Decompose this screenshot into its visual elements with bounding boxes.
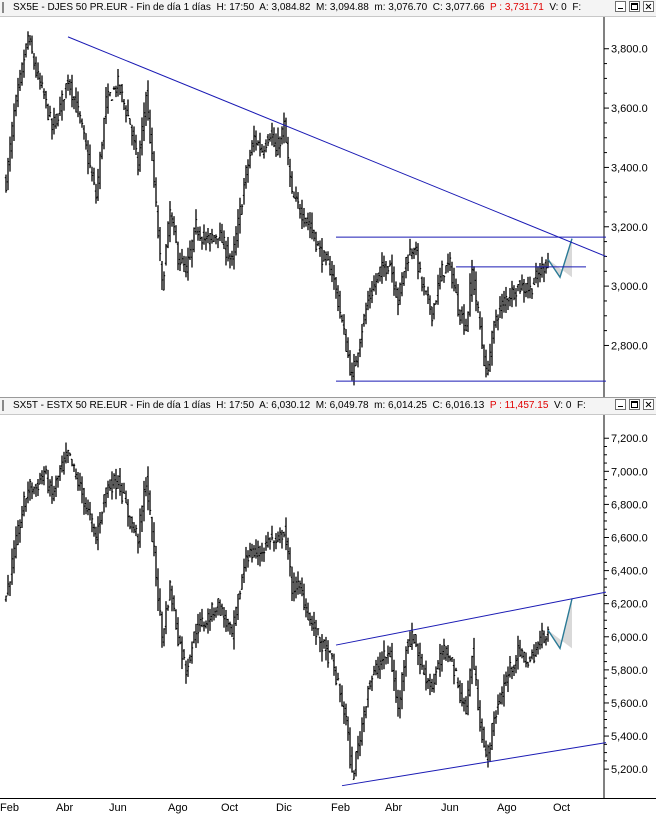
header-text: SX5T - ESTX 50 RE.EUR - Fin de día 1 día… — [13, 400, 586, 411]
panel-header: SX5T - ESTX 50 RE.EUR - Fin de día 1 día… — [0, 398, 656, 415]
trendline-descending — [67, 36, 607, 257]
x-tick-label: Oct — [553, 802, 571, 814]
x-tick-label: Oct — [221, 802, 239, 814]
y-tick-label: 3,400.0 — [611, 162, 648, 174]
price-bars — [4, 31, 550, 386]
header-open: A: 3,084.82 — [259, 2, 311, 13]
header-close: C: 6,016.13 — [432, 400, 485, 411]
trendline-lower-channel — [341, 742, 607, 787]
y-tick-label: 6,600.0 — [611, 533, 648, 545]
minimize-icon[interactable] — [615, 399, 626, 410]
header-hour: H: 17:50 — [216, 2, 255, 13]
y-tick-label: 2,800.0 — [611, 340, 648, 352]
close-icon[interactable] — [643, 1, 654, 12]
x-tick-label: Dic — [276, 802, 292, 814]
x-tick-label: Jun — [441, 802, 459, 814]
x-tick-label: Abr — [385, 802, 403, 814]
x-tick-label: Ago — [497, 802, 517, 814]
header-f: F: — [572, 2, 582, 13]
y-tick-label: 3,600.0 — [611, 103, 648, 115]
chart-panel-sx5t: SX5T - ESTX 50 RE.EUR - Fin de día 1 día… — [0, 398, 656, 798]
header-volume: V: 0 — [549, 2, 567, 13]
y-tick-label: 5,200.0 — [611, 764, 648, 776]
y-tick-label: 3,800.0 — [611, 44, 648, 56]
header-price: P : 3,731.71 — [490, 2, 544, 13]
header-high: M: 6,049.78 — [315, 400, 369, 411]
price-bars — [4, 442, 550, 780]
header-open: A: 6,030.12 — [259, 400, 311, 411]
projection-line — [547, 598, 573, 651]
panel-divider[interactable] — [0, 397, 656, 398]
header-high: M: 3,094.88 — [315, 2, 369, 13]
projection-line — [547, 238, 573, 279]
y-tick-label: 5,800.0 — [611, 665, 648, 677]
maximize-icon[interactable] — [629, 399, 640, 410]
y-tick-label: 5,600.0 — [611, 698, 648, 710]
header-close: C: 3,077.66 — [432, 2, 485, 13]
trendline-upper-channel — [335, 591, 607, 646]
y-tick-label: 6,000.0 — [611, 632, 648, 644]
header-volume: V: 0 — [553, 400, 572, 411]
price-chart-sx5e[interactable]: 2,800.0 3,000.0 3,200.0 3,400.0 3,600.0 3,800… — [0, 17, 656, 397]
x-tick-label: Jun — [109, 802, 127, 814]
y-tick-label: 5,400.0 — [611, 731, 648, 743]
header-text: SX5E - DJES 50 PR.EUR - Fin de día 1 día… — [13, 2, 582, 13]
panel-grip[interactable] — [2, 2, 4, 13]
maximize-icon[interactable] — [629, 1, 640, 12]
header-low: m: 6,014.25 — [374, 400, 427, 411]
y-tick-label: 6,400.0 — [611, 566, 648, 578]
x-tick-label: Feb — [331, 802, 350, 814]
y-tick-label: 3,200.0 — [611, 222, 648, 234]
x-tick-label: Abr — [56, 802, 74, 814]
header-f: F: — [576, 400, 586, 411]
header-price: P : 11,457.15 — [489, 400, 549, 411]
panel-header: SX5E - DJES 50 PR.EUR - Fin de día 1 día… — [0, 0, 656, 17]
y-tick-label: 3,000.0 — [611, 281, 648, 293]
time-axis: Feb Abr Jun Ago Oct Dic Feb Abr Jun Ago Oct — [0, 798, 656, 817]
y-tick-label: 6,800.0 — [611, 499, 648, 511]
header-period: Fin de día 1 días — [136, 400, 211, 411]
minimize-icon[interactable] — [615, 1, 626, 12]
x-tick-label: Ago — [168, 802, 188, 814]
chart-panel-sx5e: SX5E - DJES 50 PR.EUR - Fin de día 1 día… — [0, 0, 656, 397]
header-hour: H: 17:50 — [216, 400, 255, 411]
header-low: m: 3,076.70 — [374, 2, 428, 13]
header-period: Fin de día 1 días — [136, 2, 211, 13]
close-icon[interactable] — [643, 399, 654, 410]
y-tick-label: 7,000.0 — [611, 466, 648, 478]
projection-area — [548, 238, 572, 278]
y-tick-label: 7,200.0 — [611, 433, 648, 445]
panel-grip[interactable] — [2, 400, 4, 411]
x-tick-label: Feb — [0, 802, 19, 814]
price-chart-sx5t[interactable]: 5,200.0 5,400.0 5,600.0 5,800.0 6,000.0 6,200… — [0, 415, 656, 798]
projection-area — [548, 598, 572, 649]
header-symbol: SX5T - ESTX 50 RE.EUR — [13, 400, 128, 411]
y-tick-label: 6,200.0 — [611, 599, 648, 611]
header-symbol: SX5E - DJES 50 PR.EUR — [13, 2, 128, 13]
